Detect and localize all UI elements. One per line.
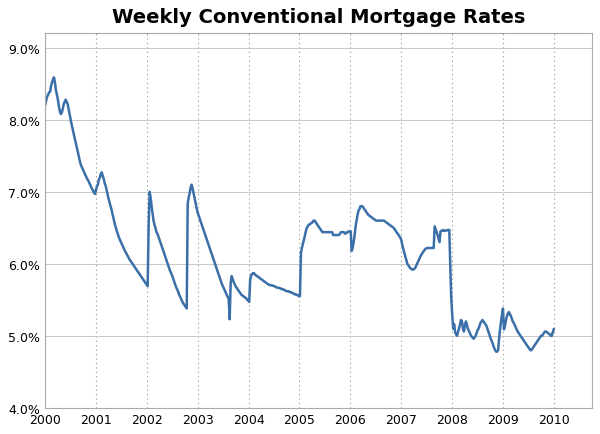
Title: Weekly Conventional Mortgage Rates: Weekly Conventional Mortgage Rates — [112, 8, 525, 27]
